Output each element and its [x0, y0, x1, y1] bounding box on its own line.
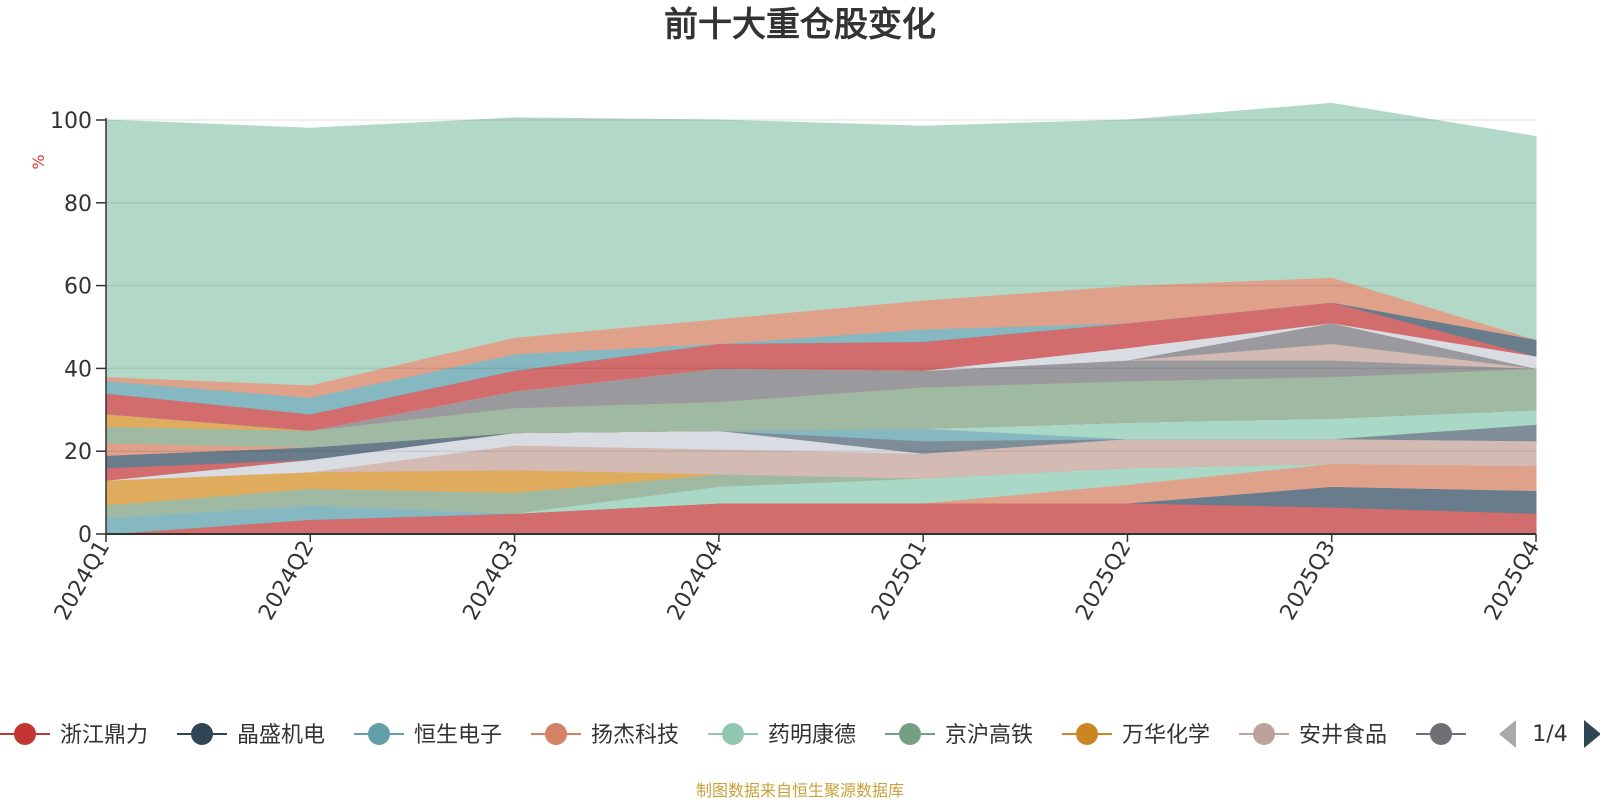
- legend-label: 万华化学: [1122, 723, 1210, 748]
- y-tick-label-100: 100: [50, 109, 92, 134]
- legend-next-page-icon[interactable]: [1584, 720, 1600, 748]
- grid-lines: [106, 119, 1536, 452]
- chart-title: 前十大重仓股变化: [664, 5, 936, 45]
- legend-marker-icon: [368, 723, 390, 745]
- legend-label: 晶盛机电: [237, 723, 325, 748]
- legend-label: 京沪高铁: [945, 723, 1033, 748]
- legend-marker-icon: [1253, 723, 1275, 745]
- legend-marker-icon: [1430, 723, 1452, 745]
- legend-label: 扬杰科技: [591, 723, 679, 748]
- y-axis-unit: %: [29, 154, 48, 169]
- y-tick-label-80: 80: [64, 192, 92, 217]
- area-layers: [105, 102, 1537, 535]
- legend-marker-icon: [191, 723, 213, 745]
- y-tick-label-20: 20: [64, 440, 92, 465]
- legend-marker-icon: [899, 723, 921, 745]
- legend-item-1[interactable]: 浙江鼎力: [0, 723, 148, 748]
- x-tick-label-2025Q3: 2025Q3: [1276, 537, 1341, 625]
- legend-label: 药明康德: [768, 723, 856, 748]
- legend-label: 恒生电子: [414, 723, 502, 748]
- legend-item-7[interactable]: 万华化学: [1062, 723, 1210, 748]
- y-tick-label-40: 40: [64, 357, 92, 382]
- y-axis: 0 20 40 60 80 100: [50, 109, 107, 548]
- legend-item-9[interactable]: [1416, 723, 1466, 745]
- legend-item-4[interactable]: 扬杰科技: [531, 723, 679, 748]
- legend-item-8[interactable]: 安井食品: [1239, 723, 1387, 748]
- x-tick-label-2024Q3: 2024Q3: [458, 537, 523, 625]
- legend-marker-icon: [1076, 723, 1098, 745]
- legend: 浙江鼎力 晶盛机电 恒生电子 扬杰科技 药明康德 京沪高铁 万华化学 安井食品: [0, 723, 1466, 748]
- legend-marker-icon: [545, 723, 567, 745]
- y-tick-label-60: 60: [64, 275, 92, 300]
- data-source-note: 制图数据来自恒生聚源数据库: [696, 781, 904, 800]
- legend-item-3[interactable]: 恒生电子: [354, 723, 502, 748]
- x-tick-label-2025Q4: 2025Q4: [1480, 537, 1545, 625]
- area-series-26: [105, 102, 1537, 386]
- x-tick-label-2024Q4: 2024Q4: [663, 537, 728, 625]
- y-tick-label-0: 0: [78, 523, 92, 548]
- legend-label: 安井食品: [1299, 723, 1387, 748]
- legend-prev-page-icon[interactable]: [1499, 720, 1516, 748]
- legend-item-6[interactable]: 京沪高铁: [885, 723, 1033, 748]
- x-axis: 2024Q1 2024Q2 2024Q3 2024Q4 2025Q1 2025Q2 2025…: [50, 533, 1545, 625]
- legend-label: 浙江鼎力: [60, 723, 148, 748]
- legend-pager: 1/4: [1499, 720, 1600, 748]
- x-tick-label-2024Q1: 2024Q1: [50, 537, 115, 625]
- legend-item-5[interactable]: 药明康德: [708, 723, 856, 748]
- legend-item-2[interactable]: 晶盛机电: [177, 723, 325, 748]
- x-tick-label-2024Q2: 2024Q2: [254, 537, 319, 625]
- legend-marker-icon: [722, 723, 744, 745]
- x-tick-label-2025Q1: 2025Q1: [867, 537, 932, 625]
- legend-marker-icon: [14, 723, 36, 745]
- legend-page-indicator: 1/4: [1532, 722, 1567, 747]
- x-tick-label-2025Q2: 2025Q2: [1071, 537, 1136, 625]
